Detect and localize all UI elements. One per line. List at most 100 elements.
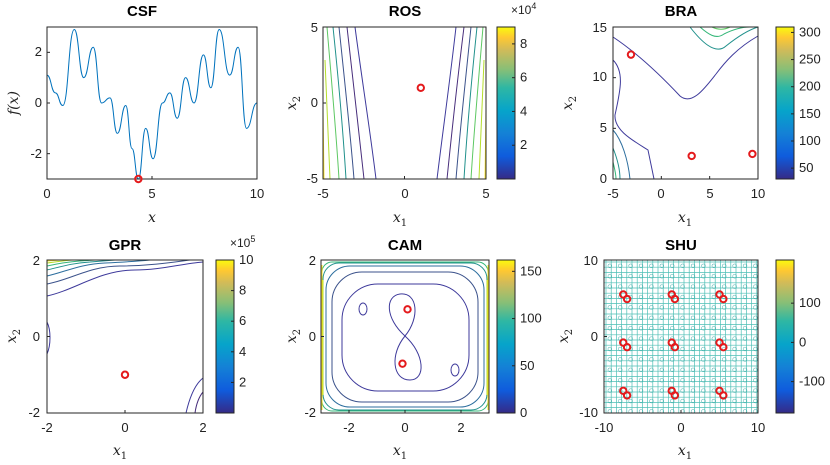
shu-contour-cell [701, 367, 706, 372]
shu-contour-cell [742, 263, 748, 268]
colorbar-ros-exponent-power: 4 [531, 1, 536, 11]
shu-contour-cell [701, 326, 706, 331]
colorbar-tick-label: 250 [799, 52, 821, 67]
xtick-label: 5 [482, 186, 489, 201]
title-cam: CAM [388, 237, 422, 254]
shu-contour-cell [742, 294, 748, 300]
shu-contour-cell [649, 274, 654, 279]
shu-markers [619, 290, 728, 400]
shu-contour-cell [659, 367, 664, 372]
ytick-label: 10 [584, 253, 598, 268]
colorbar-tick-label: 6 [520, 70, 527, 85]
colorbar-tick-label: 10 [239, 252, 253, 267]
shu-contour-cell [690, 388, 696, 393]
shu-contour-cell [742, 274, 748, 279]
shu-contour-cell [680, 263, 685, 268]
colorbar-tick-label: -100 [799, 374, 825, 389]
optimum-marker [719, 294, 728, 304]
shu-contour-cell [742, 305, 748, 310]
xtick-label: 10 [751, 186, 765, 201]
ytick-label: 0 [311, 95, 318, 110]
shu-contour-cell [680, 326, 685, 331]
ytick-label: 2 [309, 253, 316, 268]
shu-contour-cell [638, 336, 644, 341]
contour-lines-shu [604, 260, 758, 414]
xtick-label: 5 [706, 186, 713, 201]
shu-contour-cell [722, 315, 727, 320]
shu-contour-cell [659, 378, 664, 383]
yticks-gpr: -2 0 2 [28, 253, 40, 420]
optimum-marker [398, 359, 407, 368]
shu-contour-cell [670, 367, 675, 372]
shu-contour-cell [732, 315, 737, 320]
yticks-ros: -5 0 5 [306, 20, 318, 186]
shu-contour-cell [638, 398, 644, 404]
ytick-label: 2 [35, 44, 42, 59]
shu-contour-cell [680, 274, 685, 279]
colorbar-shu-gradient [775, 259, 795, 414]
shu-contour-cell [607, 284, 612, 289]
xlabel-cam: x1 [393, 443, 407, 462]
shu-contour-cell [607, 367, 612, 372]
shu-contour-cell [607, 378, 612, 383]
shu-contour-cell [732, 378, 737, 383]
shu-contour-cell [701, 398, 706, 404]
shu-contour-cell [690, 357, 696, 362]
shu-contour-cell [701, 357, 706, 362]
shu-contour-cell [701, 336, 706, 341]
shu-contour-cell [638, 315, 644, 320]
colorbar-gpr-exponent-power: 5 [250, 234, 255, 244]
xticks-cam: -2 0 2 [343, 420, 464, 435]
shu-contour-cell [628, 263, 633, 268]
ylabel-ros-text: x [284, 102, 300, 110]
shu-contour-cell [618, 398, 623, 404]
shu-contour-cell [659, 315, 664, 320]
shu-contour-cell [659, 346, 664, 352]
shu-contour-cell [753, 305, 758, 310]
shu-contour-cell [742, 284, 748, 289]
shu-contour-cell [659, 294, 664, 300]
ylabel-ros: x2 [284, 96, 303, 110]
shu-contour-cell [732, 398, 737, 404]
shu-contour-cell [690, 336, 696, 341]
shu-contour-cell [628, 315, 633, 320]
shu-contour-cell [753, 398, 758, 404]
shu-contour-cell [607, 315, 612, 320]
shu-contour-cell [628, 326, 633, 331]
optimum-marker [719, 343, 728, 352]
shu-contour-cell [732, 346, 737, 352]
yticks-shu: -10 0 10 [579, 253, 598, 420]
subscript: 1 [121, 451, 127, 462]
xlabel-csf: x [148, 210, 156, 226]
shu-contour-cell [722, 367, 727, 372]
shu-contour-cell [607, 294, 612, 300]
subscript: 1 [686, 218, 692, 229]
shu-contour-cell [711, 357, 716, 362]
shu-contour-cell [607, 336, 612, 341]
shu-contour-cell [680, 315, 685, 320]
xticks-ros: -5 0 5 [317, 186, 489, 201]
xtick-label: 10 [250, 186, 264, 201]
ylabel-gpr-text: x [4, 335, 20, 343]
shu-contour-cell [742, 336, 748, 341]
shu-contour-cell [618, 284, 623, 289]
colorbar-tick-label: 50 [799, 160, 813, 175]
shu-contour-cell [649, 346, 654, 352]
colorbar-tick-label: 200 [799, 79, 821, 94]
shu-contour-cell [607, 388, 612, 393]
shu-contour-cell [649, 367, 654, 372]
shu-contour-cell [701, 346, 706, 352]
colorbar-cam: 0 50 100 150 [496, 259, 542, 420]
shu-contour-cell [659, 326, 664, 331]
csf-markers [134, 174, 143, 184]
shu-contour-cell [607, 274, 612, 279]
shu-contour-cell [753, 357, 758, 362]
xlabel-gpr: x1 [113, 443, 127, 462]
shu-contour-cell [638, 305, 644, 310]
shu-contour-cell [701, 378, 706, 383]
ytick-label: 10 [593, 69, 607, 84]
shu-contour-cell [722, 263, 727, 268]
shu-contour-cell [722, 284, 727, 289]
xtick-label: 0 [401, 420, 408, 435]
shu-contour-cell [690, 346, 696, 352]
